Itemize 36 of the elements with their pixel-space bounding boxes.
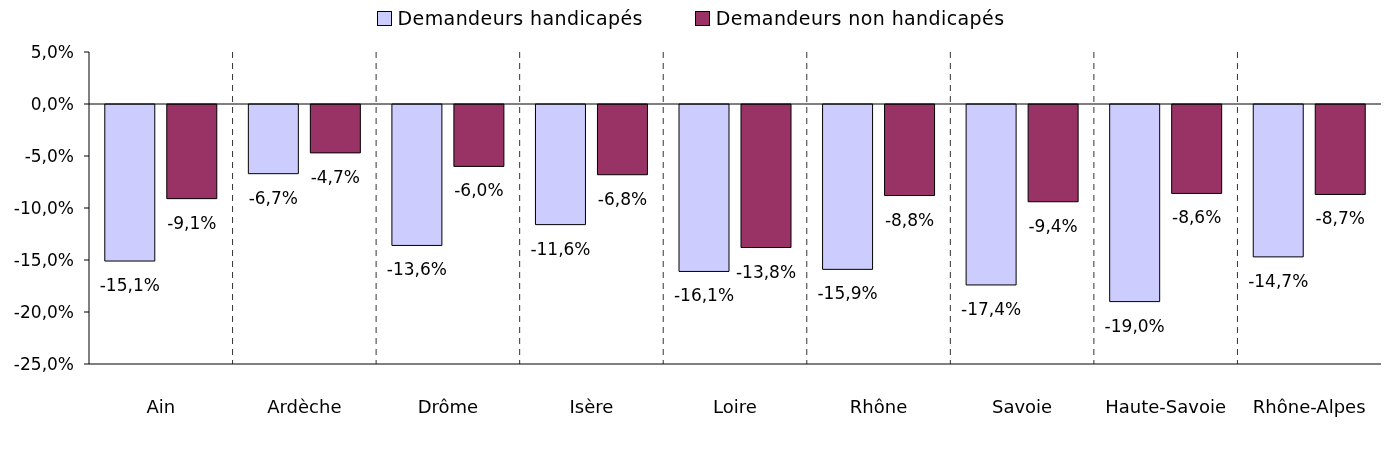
y-tick-label: 5,0% xyxy=(30,42,74,63)
data-label: -14,7% xyxy=(1248,270,1309,291)
x-tick-label: Rhône xyxy=(849,395,908,417)
data-label: -17,4% xyxy=(961,298,1022,319)
x-tick-label: Drôme xyxy=(417,395,479,417)
data-label: -6,7% xyxy=(248,187,299,208)
y-tick-label: -5,0% xyxy=(24,146,74,167)
legend-label: Demandeurs non handicapés xyxy=(715,7,1005,29)
legend-label: Demandeurs handicapés xyxy=(397,7,643,29)
x-tick-label: Savoie xyxy=(992,395,1053,417)
x-tick-label: Isère xyxy=(569,395,614,417)
data-label: -6,8% xyxy=(597,188,648,209)
data-label: -9,1% xyxy=(167,212,217,233)
x-tick-label: Ain xyxy=(146,395,176,417)
data-label: -6,0% xyxy=(454,180,504,201)
data-label: -8,8% xyxy=(884,209,935,230)
x-tick-label: Loire xyxy=(713,395,757,417)
data-label: -8,7% xyxy=(1315,208,1365,229)
data-label: -13,8% xyxy=(735,261,797,282)
data-label: -8,6% xyxy=(1172,207,1222,228)
y-tick-label: -15,0% xyxy=(13,250,74,271)
data-label: -11,6% xyxy=(530,238,591,259)
data-label: -9,4% xyxy=(1028,215,1078,236)
data-label: -15,9% xyxy=(817,283,878,304)
data-label: -13,6% xyxy=(386,259,447,280)
data-label: -16,1% xyxy=(673,285,735,306)
x-tick-label: Rhône-Alpes xyxy=(1252,395,1366,417)
data-label: -4,7% xyxy=(310,166,361,187)
data-label: -19,0% xyxy=(1104,315,1165,336)
y-tick-label: -25,0% xyxy=(13,354,74,375)
y-tick-label: -20,0% xyxy=(13,302,74,323)
x-tick-label: Ardèche xyxy=(267,395,342,417)
y-tick-label: -10,0% xyxy=(13,198,74,219)
data-label: -15,1% xyxy=(99,275,160,296)
x-tick-label: Haute-Savoie xyxy=(1105,395,1227,417)
y-tick-label: 0,0% xyxy=(30,94,74,115)
